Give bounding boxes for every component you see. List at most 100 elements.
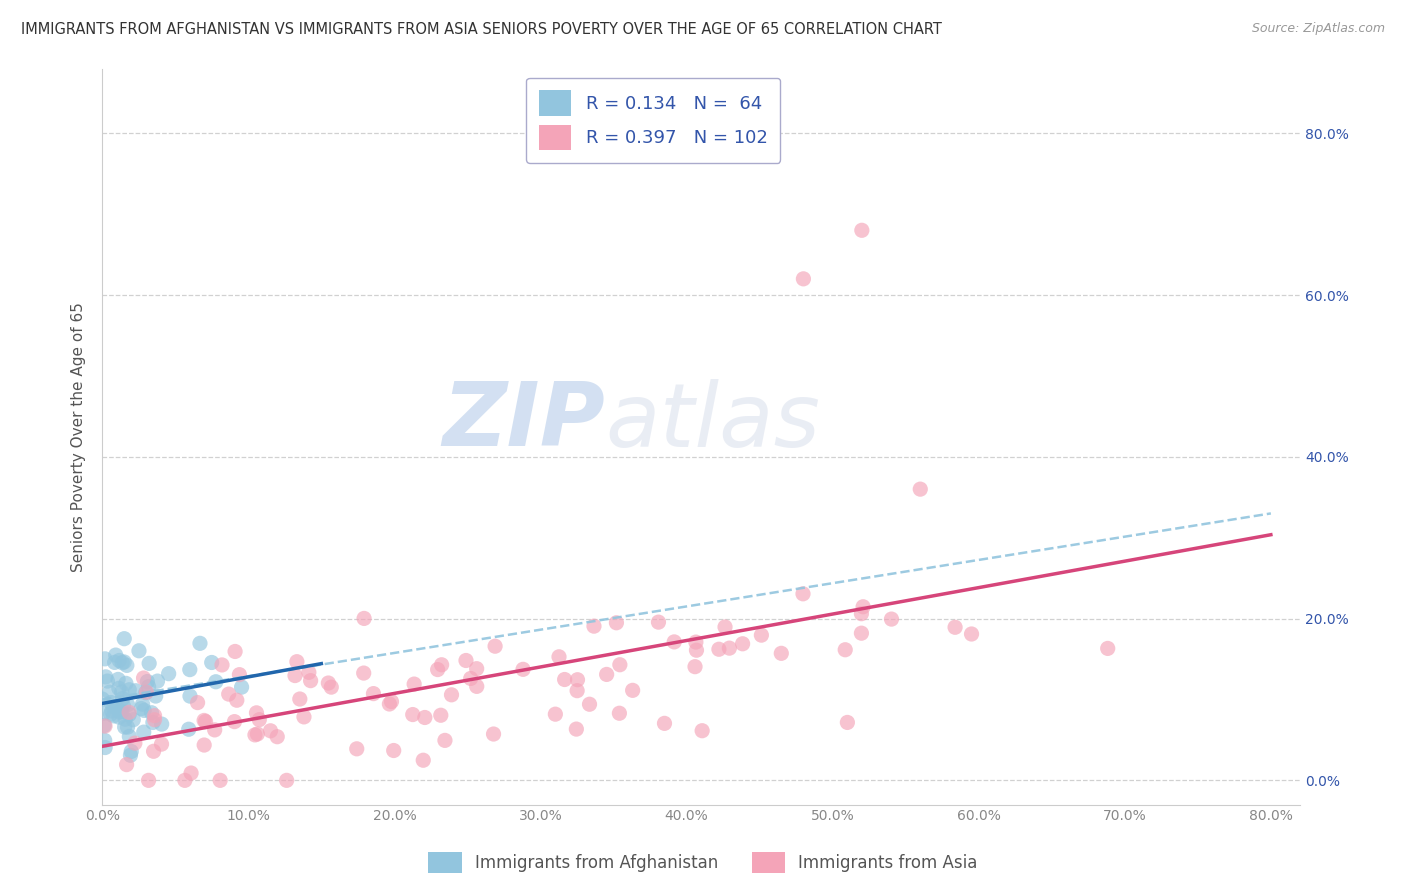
Point (188, 636, 211, 650)
Point (122, 713, 145, 727)
Point (402, 707, 425, 722)
Point (131, 701, 153, 715)
Point (565, 683, 588, 698)
Point (621, 683, 644, 698)
Point (284, 668, 307, 682)
Point (285, 655, 308, 669)
Point (117, 720, 139, 734)
Point (690, 723, 713, 738)
Point (548, 649, 571, 664)
Point (143, 708, 166, 723)
Point (225, 693, 247, 707)
Point (112, 698, 135, 713)
Point (100, 707, 122, 722)
Point (94, 670, 117, 684)
Point (115, 676, 138, 690)
Point (664, 635, 686, 649)
Point (363, 687, 385, 701)
Point (114, 712, 136, 726)
Text: ZIP: ZIP (443, 378, 606, 466)
Point (245, 706, 267, 720)
Point (565, 722, 588, 736)
Point (136, 674, 159, 689)
Point (204, 723, 226, 737)
Point (94, 740, 117, 755)
Point (454, 653, 477, 667)
Point (103, 709, 125, 723)
Point (142, 744, 165, 758)
Point (209, 773, 232, 788)
Point (146, 674, 169, 689)
Point (380, 695, 402, 709)
Point (96, 674, 118, 689)
Point (426, 663, 449, 677)
Point (554, 673, 576, 687)
Point (440, 688, 463, 702)
Point (118, 706, 141, 720)
Point (211, 657, 233, 672)
Point (299, 673, 322, 688)
Point (353, 666, 375, 681)
Point (578, 698, 600, 712)
Point (205, 674, 228, 689)
Point (482, 727, 505, 741)
Point (609, 657, 631, 672)
Point (718, 641, 741, 656)
Point (111, 685, 134, 699)
Point (132, 671, 155, 685)
Point (179, 663, 201, 677)
Point (194, 714, 217, 729)
Point (292, 710, 315, 724)
Point (138, 657, 160, 671)
Point (298, 665, 321, 680)
Point (751, 628, 773, 642)
Point (117, 698, 139, 712)
Point (834, 642, 856, 657)
Point (141, 706, 163, 720)
Point (108, 705, 131, 719)
Point (135, 685, 157, 699)
Point (247, 713, 270, 727)
Point (259, 723, 281, 738)
Point (852, 599, 875, 614)
Point (143, 713, 166, 727)
Point (484, 639, 506, 653)
Point (609, 706, 631, 721)
Text: atlas: atlas (606, 379, 820, 465)
Point (118, 707, 141, 722)
Point (108, 653, 131, 667)
Point (104, 699, 127, 714)
Point (714, 620, 737, 634)
Point (707, 642, 730, 657)
Point (378, 697, 401, 711)
Point (104, 656, 127, 670)
Point (94, 719, 117, 733)
Point (132, 725, 155, 739)
Point (318, 676, 340, 690)
Point (118, 682, 141, 697)
Point (246, 727, 269, 741)
Point (567, 673, 589, 687)
Point (94, 652, 117, 666)
Point (91, 706, 114, 721)
Point (851, 626, 873, 640)
Point (647, 615, 669, 629)
Point (187, 696, 209, 710)
Point (731, 637, 754, 651)
Text: IMMIGRANTS FROM AFGHANISTAN VS IMMIGRANTS FROM ASIA SENIORS POVERTY OVER THE AGE: IMMIGRANTS FROM AFGHANISTAN VS IMMIGRANT… (21, 22, 942, 37)
Point (114, 720, 136, 734)
Point (460, 672, 482, 686)
Point (851, 223, 873, 237)
Point (346, 741, 368, 756)
Point (107, 673, 129, 687)
Point (180, 766, 202, 780)
Point (683, 659, 706, 673)
Point (605, 615, 627, 630)
Point (150, 737, 173, 751)
Point (792, 587, 814, 601)
Point (93, 718, 115, 732)
Point (115, 658, 138, 673)
Point (412, 753, 434, 767)
Point (218, 687, 240, 701)
Point (276, 773, 298, 788)
